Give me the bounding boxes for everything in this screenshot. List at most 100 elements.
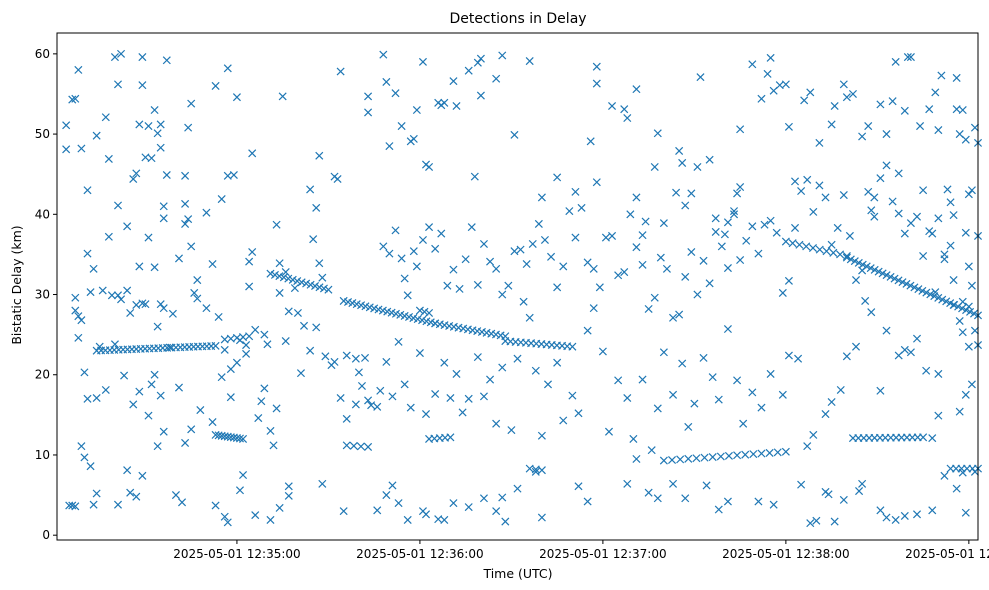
data-point bbox=[961, 390, 970, 399]
data-point bbox=[809, 430, 818, 439]
data-point bbox=[138, 53, 147, 62]
data-point bbox=[297, 278, 306, 287]
data-point bbox=[440, 98, 449, 107]
data-point bbox=[364, 442, 373, 451]
data-point bbox=[342, 414, 351, 423]
data-point bbox=[708, 373, 717, 382]
data-point bbox=[62, 121, 71, 130]
data-point bbox=[623, 114, 632, 123]
data-point bbox=[528, 239, 537, 249]
data-point bbox=[62, 145, 71, 154]
data-point bbox=[833, 223, 842, 232]
data-point bbox=[68, 501, 77, 510]
data-point bbox=[937, 71, 946, 80]
data-point bbox=[290, 284, 299, 293]
data-point bbox=[894, 276, 903, 285]
data-point bbox=[659, 348, 668, 357]
data-point bbox=[132, 169, 141, 178]
data-point bbox=[74, 333, 83, 342]
data-point bbox=[89, 264, 98, 273]
data-point bbox=[159, 202, 168, 211]
x-tick-label: 2025-05-01 12:36:00 bbox=[356, 547, 483, 561]
data-point bbox=[687, 247, 696, 257]
data-point bbox=[174, 383, 184, 392]
data-point bbox=[275, 259, 284, 268]
data-point bbox=[902, 279, 911, 288]
data-point bbox=[178, 498, 187, 507]
data-point bbox=[676, 455, 685, 464]
data-point bbox=[632, 85, 641, 94]
data-point bbox=[748, 222, 757, 231]
data-point bbox=[260, 330, 269, 339]
data-point bbox=[190, 288, 199, 297]
y-tick-label: 60 bbox=[35, 47, 50, 61]
data-point bbox=[934, 214, 943, 223]
data-point bbox=[135, 262, 144, 271]
data-point bbox=[208, 260, 217, 269]
data-point bbox=[519, 297, 528, 306]
data-point bbox=[144, 233, 153, 242]
data-point bbox=[235, 336, 245, 345]
data-point bbox=[874, 267, 883, 276]
data-point bbox=[211, 341, 220, 350]
data-point bbox=[672, 188, 681, 197]
data-point bbox=[749, 450, 758, 459]
data-point bbox=[754, 249, 763, 258]
data-point bbox=[678, 359, 687, 368]
data-point bbox=[784, 351, 793, 360]
y-tick-label: 0 bbox=[42, 528, 50, 542]
data-point bbox=[714, 395, 723, 404]
data-point bbox=[742, 236, 751, 245]
data-point bbox=[946, 198, 955, 207]
data-point bbox=[949, 300, 958, 309]
data-point bbox=[912, 334, 922, 343]
data-point bbox=[574, 409, 583, 418]
data-point bbox=[955, 407, 964, 416]
data-point bbox=[202, 208, 211, 217]
data-point bbox=[223, 64, 232, 73]
data-point bbox=[388, 392, 397, 401]
data-point bbox=[699, 353, 708, 362]
data-point bbox=[507, 426, 516, 435]
data-point bbox=[415, 349, 424, 358]
data-point bbox=[765, 448, 774, 457]
data-point bbox=[595, 283, 604, 292]
data-point bbox=[705, 155, 714, 164]
data-point bbox=[360, 353, 370, 362]
data-point bbox=[882, 271, 891, 280]
data-point bbox=[822, 247, 831, 256]
data-point bbox=[443, 281, 452, 290]
data-point bbox=[638, 260, 647, 269]
y-tick-label: 20 bbox=[35, 368, 50, 382]
data-point bbox=[928, 434, 937, 443]
data-point bbox=[449, 499, 458, 508]
data-point bbox=[288, 275, 297, 284]
data-point bbox=[678, 158, 687, 167]
data-point bbox=[662, 264, 671, 273]
data-point bbox=[938, 295, 947, 304]
data-point bbox=[153, 442, 162, 451]
data-point bbox=[531, 366, 540, 375]
data-point bbox=[699, 256, 708, 265]
data-point bbox=[681, 494, 690, 503]
data-point bbox=[418, 57, 427, 66]
data-point bbox=[952, 73, 961, 82]
data-point bbox=[123, 222, 132, 231]
data-point bbox=[653, 129, 662, 138]
data-point bbox=[961, 135, 970, 144]
data-point bbox=[330, 357, 339, 366]
data-point bbox=[379, 242, 388, 251]
data-point bbox=[763, 69, 772, 78]
data-point bbox=[351, 354, 360, 363]
data-point bbox=[412, 105, 421, 115]
data-point bbox=[144, 122, 153, 131]
data-point bbox=[420, 307, 429, 316]
data-point bbox=[150, 263, 159, 272]
data-point bbox=[687, 189, 696, 198]
data-point bbox=[319, 284, 328, 293]
data-point bbox=[272, 404, 281, 413]
data-point bbox=[187, 425, 196, 434]
data-point bbox=[700, 453, 709, 462]
data-point bbox=[153, 322, 162, 331]
data-point bbox=[553, 358, 562, 367]
